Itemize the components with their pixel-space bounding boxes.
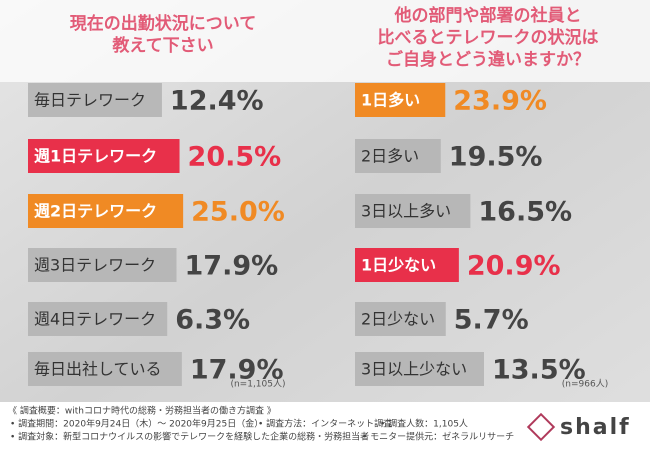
value-label: 23.9% <box>453 86 547 117</box>
category-label: 2日多い <box>361 147 419 166</box>
chart-title: 比べるとテレワークの状況は <box>378 27 599 48</box>
sample-note: (n=1,105人) <box>230 379 285 390</box>
bar <box>28 139 180 173</box>
value-label: 19.5% <box>449 142 543 173</box>
bar <box>28 248 177 282</box>
bar <box>355 352 484 386</box>
category-label: 週4日テレワーク <box>34 310 156 329</box>
logo-icon <box>526 412 556 442</box>
bar <box>28 194 184 228</box>
value-label: 20.9% <box>467 251 561 282</box>
category-label: 週2日テレワーク <box>34 202 157 221</box>
bar <box>28 352 182 386</box>
category-label: 週3日テレワーク <box>34 256 156 275</box>
category-label: 3日以上多い <box>361 202 451 221</box>
value-label: 13.5% <box>492 355 586 386</box>
bar <box>355 194 471 228</box>
value-label: 12.4% <box>170 86 264 117</box>
footer-item: • モニター提供元：ゼネラルリサーチ <box>362 431 514 443</box>
category-label: 毎日テレワーク <box>34 91 146 110</box>
logo-text: shalf <box>560 415 631 440</box>
bar <box>28 83 162 117</box>
footer-band <box>0 402 650 450</box>
chart-title: 現在の出勤状況について <box>70 13 257 34</box>
bar <box>355 139 441 173</box>
chart-title: 他の部門や部署の社員と <box>394 5 582 26</box>
value-label: 20.5% <box>188 142 282 173</box>
category-label: 1日多い <box>361 91 420 110</box>
sample-note: (n=966人) <box>562 379 608 390</box>
category-label: 1日少ない <box>361 256 436 275</box>
footer-item: • 調査対象：新型コロナウイルスの影響でテレワークを経験した企業の総務・労務担当… <box>10 431 369 443</box>
category-label: 毎日出社している <box>34 360 162 379</box>
category-label: 3日以上少ない <box>361 360 467 379</box>
footer-heading: 《 調査概要：withコロナ時代の総務・労務担当者の働き方調査 》 <box>8 405 276 417</box>
bar <box>355 248 459 282</box>
footer-item: • 調査期間：2020年9月24日（木）～ 2020年9月25日（金） <box>10 418 263 430</box>
value-label: 6.3% <box>175 305 250 336</box>
value-label: 17.9% <box>190 355 284 386</box>
footer-item: • 調査方法：インターネット調査 <box>258 418 392 430</box>
footer-item: • 調査人数：1,105人 <box>380 418 468 430</box>
chart-title: 教えて下さい <box>111 35 213 56</box>
category-label: 週1日テレワーク <box>34 147 157 166</box>
bar <box>28 302 168 336</box>
bar <box>355 83 446 117</box>
value-label: 17.9% <box>185 251 279 282</box>
category-label: 2日少ない <box>361 310 435 329</box>
value-label: 16.5% <box>478 197 572 228</box>
value-label: 5.7% <box>454 305 529 336</box>
chart-title: ご自身とどう違いますか？ <box>386 49 590 70</box>
bar <box>355 302 446 336</box>
header-band <box>0 0 650 82</box>
value-label: 25.0% <box>191 197 285 228</box>
